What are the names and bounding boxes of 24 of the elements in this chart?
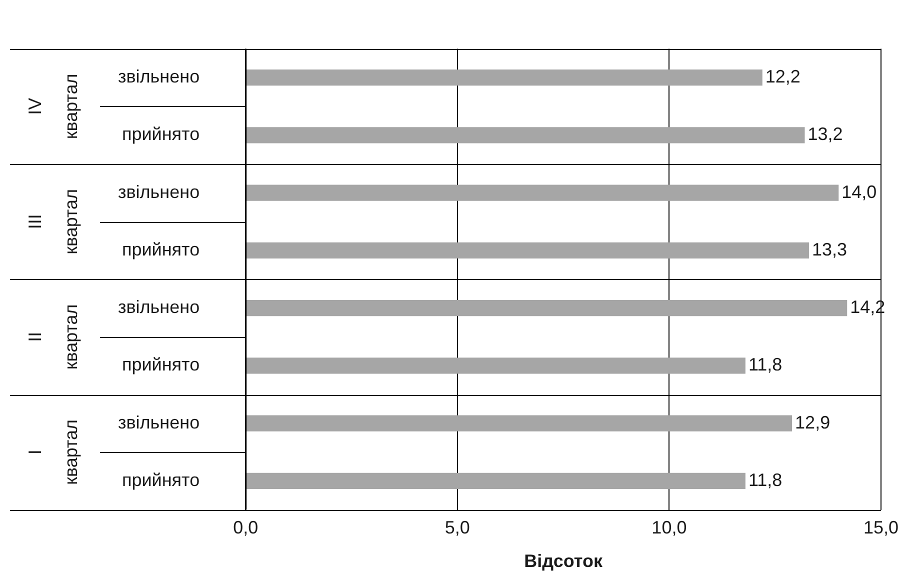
y-tick-label: звільнено: [118, 412, 200, 432]
y-tick-label: звільнено: [118, 297, 200, 318]
text: IV квартал: [24, 74, 81, 140]
text: I квартал: [24, 419, 81, 485]
data-label: 13,2: [808, 124, 843, 144]
x-tick-label: 10,0: [652, 518, 687, 538]
data-label: 11,8: [748, 470, 782, 490]
x-tick-label: 5,0: [444, 518, 470, 538]
y-tick-label: прийнято: [122, 354, 200, 375]
data-label: 12,2: [765, 66, 800, 87]
data-label: 13,3: [812, 239, 848, 260]
data-label: 12,9: [795, 412, 830, 432]
y-tick-label: прийнято: [122, 124, 200, 144]
y-tick-label: прийнято: [122, 470, 200, 490]
text: II квартал: [24, 304, 81, 370]
x-tick-label: 15,0: [863, 518, 899, 538]
data-label: 11,8: [748, 354, 782, 375]
x-axis-title: Відсоток: [524, 551, 604, 572]
x-tick-label: 0,0: [233, 518, 258, 538]
data-label: 14,0: [842, 182, 877, 202]
y-tick-label: звільнено: [118, 66, 200, 87]
y-tick-label: звільнено: [118, 182, 200, 202]
text: III квартал: [24, 188, 81, 254]
y-tick-label: прийнято: [122, 239, 200, 260]
